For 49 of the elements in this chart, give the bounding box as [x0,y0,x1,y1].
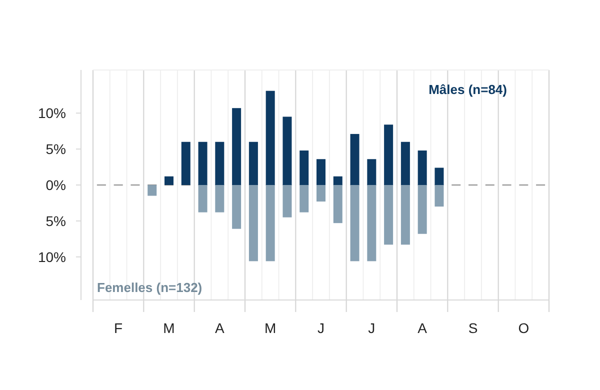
bar [384,124,394,185]
bar [148,185,157,196]
bar [434,185,444,207]
bar [434,168,444,185]
x-tick-label: A [418,320,428,336]
x-tick-label: S [468,320,478,336]
x-tick-label: M [163,320,175,336]
y-tick-label: 10% [38,248,66,265]
bar [232,185,242,229]
bar [266,90,275,185]
bar [282,116,292,185]
bar [400,185,410,245]
y-tick-label: 5% [46,140,66,157]
bar [198,185,208,212]
bar [266,185,275,262]
text: Femelles (n=132) [97,280,202,295]
bar [418,150,427,185]
bar [164,176,174,185]
x-tick-label: M [264,320,276,336]
bar [316,185,326,202]
bar [300,185,309,212]
bar [282,185,292,218]
bar [215,142,224,185]
bar [400,142,410,185]
bar [350,134,360,185]
bar [418,185,427,234]
bar [384,185,394,245]
x-tick-label: J [318,320,324,336]
bar [248,185,258,262]
x-tick-label: O [518,320,530,336]
bar [300,150,309,185]
y-tick-label: 0% [46,176,66,193]
y-tick-label: 10% [38,105,66,122]
x-tick-label: J [368,320,376,336]
bar [350,185,360,262]
x-tick-label: A [214,320,225,336]
y-tick-label: 5% [46,212,66,229]
text: Mâles (n=84) [428,82,507,97]
x-tick-label: F [114,320,123,336]
bar [333,185,342,224]
bar [333,176,342,185]
bar [215,185,224,212]
bar [181,142,190,185]
bar [198,142,208,185]
bar [232,108,242,185]
bar [367,159,376,185]
bar [367,185,376,262]
bar [316,159,326,185]
bar [248,142,258,185]
